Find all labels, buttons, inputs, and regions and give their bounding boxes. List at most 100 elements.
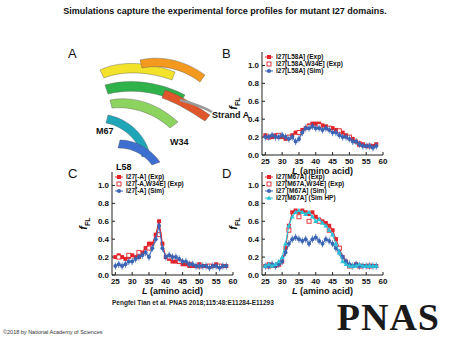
data-point bbox=[157, 224, 161, 228]
chart-line: B25303540455055600.00.20.40.60.81.0L (am… bbox=[222, 46, 388, 176]
y-tick bbox=[112, 275, 115, 276]
series-line bbox=[265, 211, 376, 267]
data-point bbox=[290, 214, 295, 218]
y-tick bbox=[112, 239, 115, 240]
x-tick bbox=[265, 152, 266, 155]
data-point bbox=[337, 251, 341, 255]
x-tick bbox=[298, 272, 299, 275]
x-axis bbox=[262, 155, 383, 156]
y-tick bbox=[262, 257, 265, 258]
y-axis-label: fFL bbox=[77, 217, 91, 230]
series-line bbox=[265, 126, 376, 147]
series-line bbox=[115, 226, 226, 268]
x-axis-label-part: (amino acid) bbox=[297, 286, 353, 296]
data-point bbox=[130, 260, 134, 264]
y-tick-label: 0.8 bbox=[248, 199, 260, 208]
data-point bbox=[304, 237, 308, 241]
y-axis-label-sub: FL bbox=[234, 97, 241, 106]
plot-area bbox=[263, 208, 379, 270]
data-point bbox=[317, 239, 321, 243]
y-tick bbox=[262, 275, 265, 276]
data-point bbox=[320, 220, 325, 224]
y-tick bbox=[262, 65, 265, 66]
y-axis bbox=[112, 172, 113, 275]
legend-marker bbox=[267, 62, 271, 66]
y-tick bbox=[262, 119, 265, 120]
x-tick bbox=[132, 272, 133, 275]
x-tick-label: 55 bbox=[212, 277, 221, 286]
data-point bbox=[140, 253, 144, 257]
x-tick bbox=[265, 272, 266, 275]
data-point bbox=[147, 255, 151, 259]
x-tick-label: 30 bbox=[128, 277, 137, 286]
data-point bbox=[327, 239, 331, 243]
y-tick-label: 0.8 bbox=[98, 199, 110, 208]
legend-label: I27[-A] (Sim) bbox=[126, 187, 164, 195]
y-tick bbox=[262, 155, 265, 156]
data-point bbox=[354, 140, 358, 144]
panel-letter: A bbox=[68, 46, 77, 61]
x-tick-label: 50 bbox=[195, 277, 204, 286]
series-line bbox=[265, 211, 376, 267]
y-tick-label: 0.4 bbox=[98, 235, 110, 244]
legend-label: I27[M67A] (Sim HP) bbox=[276, 194, 336, 202]
x-tick-label: 40 bbox=[161, 277, 170, 286]
x-tick bbox=[182, 272, 183, 275]
data-point bbox=[374, 144, 378, 148]
legend-marker bbox=[267, 175, 271, 179]
x-tick-label: 40 bbox=[311, 277, 320, 286]
x-tick bbox=[233, 272, 234, 275]
legend-marker bbox=[267, 182, 271, 186]
y-tick-label: 0.2 bbox=[98, 253, 110, 262]
data-point bbox=[334, 131, 338, 135]
x-tick bbox=[148, 272, 149, 275]
data-point bbox=[314, 235, 318, 239]
x-tick bbox=[315, 272, 316, 275]
y-tick-label: 0.8 bbox=[248, 79, 260, 88]
y-tick-label: 0.6 bbox=[248, 217, 260, 226]
data-point bbox=[330, 232, 335, 236]
chart-line: D25303540455055600.00.20.40.60.81.0L (am… bbox=[222, 166, 388, 296]
x-tick bbox=[115, 272, 116, 275]
x-axis-label-part: (amino acid) bbox=[147, 286, 203, 296]
x-tick-label: 30 bbox=[278, 277, 287, 286]
y-tick bbox=[112, 221, 115, 222]
data-point bbox=[357, 262, 362, 266]
panel-letter: C bbox=[68, 166, 77, 181]
x-tick-label: 55 bbox=[362, 157, 371, 166]
citation: Pengfei Tian et al. PNAS 2018;115:48:E11… bbox=[112, 299, 274, 307]
annotation: M67 bbox=[96, 126, 114, 136]
data-point bbox=[184, 260, 188, 264]
x-axis-label: L (amino acid) bbox=[292, 286, 353, 296]
data-point bbox=[307, 242, 311, 246]
y-tick-label: 0.0 bbox=[248, 271, 260, 280]
legend-marker bbox=[267, 69, 271, 73]
data-point bbox=[286, 223, 291, 227]
x-tick bbox=[349, 152, 350, 155]
logo: PNAS bbox=[337, 296, 440, 338]
y-axis bbox=[262, 172, 263, 275]
data-point bbox=[154, 237, 158, 241]
data-point bbox=[317, 217, 322, 221]
x-tick-label: 45 bbox=[328, 157, 337, 166]
x-axis bbox=[112, 275, 233, 276]
y-tick-label: 0.2 bbox=[248, 133, 260, 142]
y-tick bbox=[262, 239, 265, 240]
y-axis-label: fFL bbox=[227, 97, 241, 110]
data-point bbox=[224, 264, 228, 268]
annotation: L58 bbox=[116, 162, 132, 172]
data-point bbox=[294, 140, 298, 144]
y-axis-label: fFL bbox=[227, 217, 241, 230]
data-point bbox=[374, 263, 379, 267]
x-tick-label: 30 bbox=[278, 157, 287, 166]
data-point bbox=[340, 259, 345, 263]
series-line bbox=[265, 124, 376, 146]
y-axis bbox=[262, 52, 263, 155]
y-tick bbox=[112, 203, 115, 204]
x-tick-label: 45 bbox=[178, 277, 187, 286]
data-point bbox=[307, 219, 311, 223]
x-tick-label: 35 bbox=[295, 157, 304, 166]
data-point bbox=[354, 140, 358, 144]
y-tick-label: 0.4 bbox=[248, 235, 260, 244]
legend: I27[M67A] (Exp)I27[M67A,W34E] (Exp)I27 [… bbox=[265, 173, 344, 202]
